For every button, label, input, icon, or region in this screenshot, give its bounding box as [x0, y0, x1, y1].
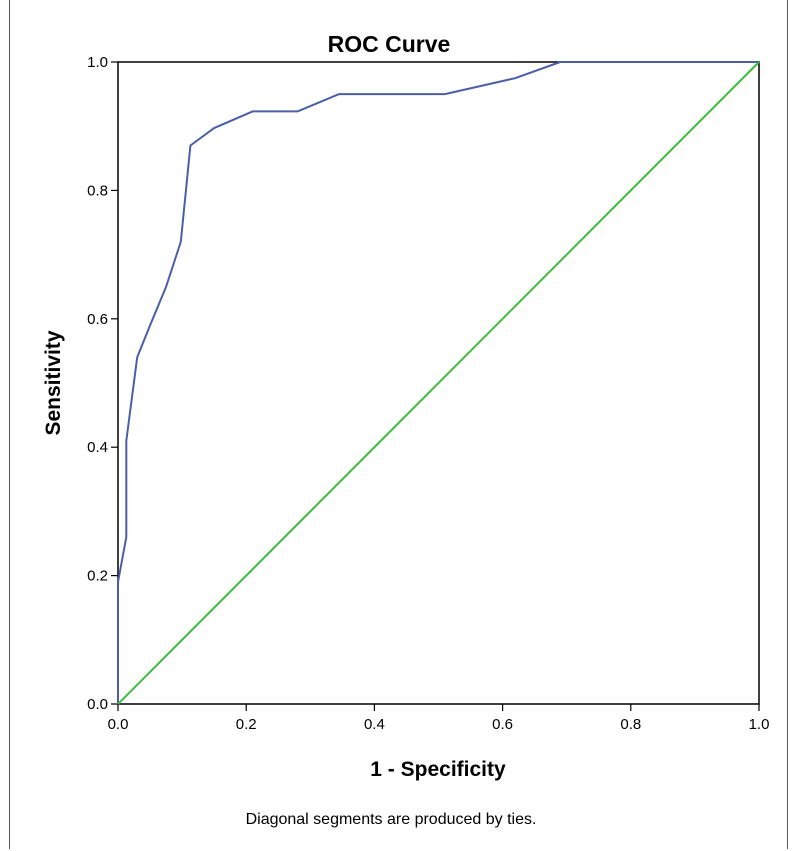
y-axis: 0.0 0.2 0.4 0.6 0.8 1.0 — [87, 54, 118, 713]
x-axis-label: 1 - Specificity — [370, 758, 506, 781]
x-tick-label: 0.0 — [108, 716, 129, 733]
y-tick-label: 0.8 — [87, 182, 108, 199]
roc-curve-line — [117, 61, 759, 704]
y-axis-label: Sensitivity — [42, 330, 65, 435]
y-tick-label: 0.4 — [87, 439, 108, 456]
x-tick-label: 0.4 — [364, 716, 385, 733]
x-axis: 0.0 0.2 0.4 0.6 0.8 1.0 — [108, 704, 770, 733]
x-tick-label: 0.2 — [236, 716, 257, 733]
x-tick-label: 0.8 — [620, 716, 641, 733]
series-layer — [117, 61, 760, 705]
chart-title: ROC Curve — [328, 31, 451, 57]
footnote: Diagonal segments are produced by ties. — [246, 811, 537, 828]
y-tick-label: 1.0 — [87, 54, 108, 71]
y-tick-label: 0.6 — [87, 311, 108, 328]
y-tick-label: 0.2 — [87, 568, 108, 585]
plot-area — [117, 61, 760, 705]
chart-frame — [9, 0, 788, 849]
x-tick-label: 0.6 — [492, 716, 513, 733]
x-tick-label: 1.0 — [749, 716, 770, 733]
reference-diagonal-line — [117, 61, 760, 705]
y-tick-label: 0.0 — [87, 696, 108, 713]
